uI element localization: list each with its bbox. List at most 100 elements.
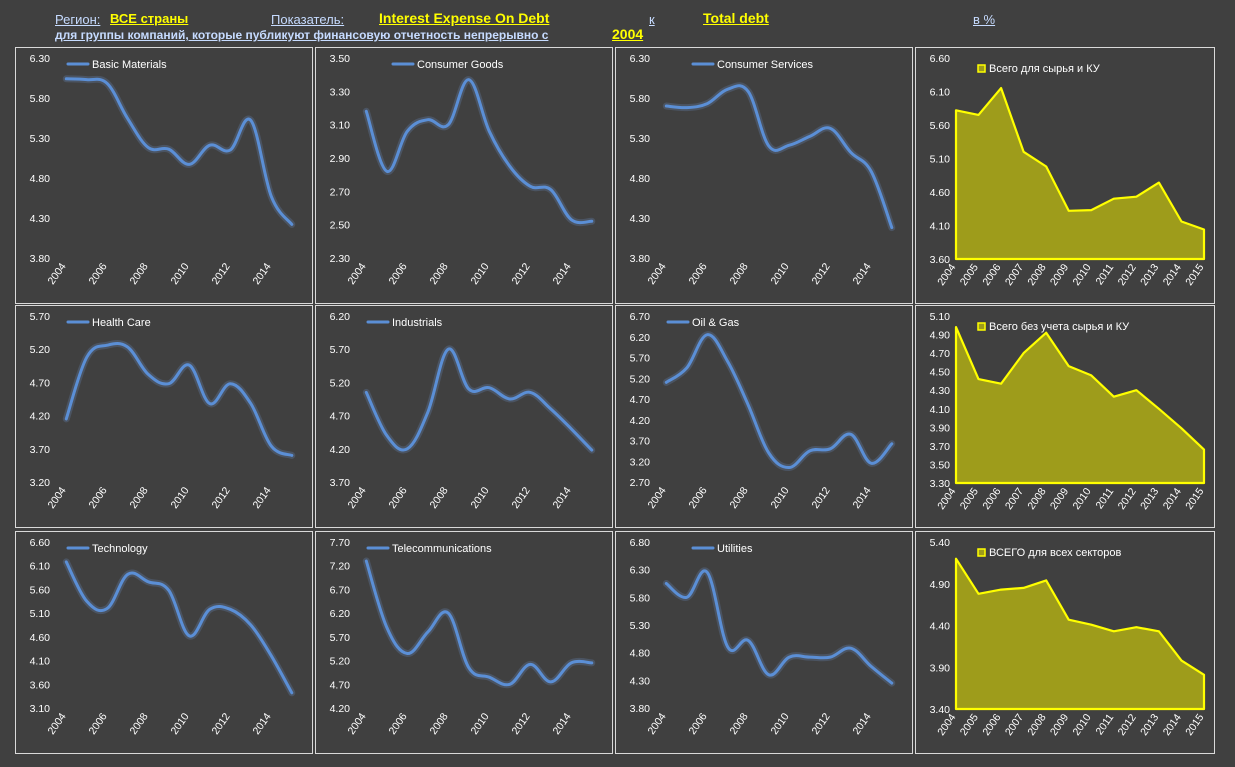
x-tick-label: 2012 [810,485,833,511]
line-series [364,347,594,452]
y-tick-label: 2.30 [330,253,351,265]
area-series [954,326,1206,485]
legend-label: Telecommunications [392,543,492,555]
chart-panel: 6.20 5.70 5.20 4.70 4.20 3.70 2004 2006 2008 2010… [315,305,613,528]
x-tick-label: 2012 [210,711,233,737]
chart-panel: 3.50 3.30 3.10 2.90 2.70 2.50 2.30 2004 2006 2008… [315,47,613,304]
chart-panel: 6.30 5.80 5.30 4.80 4.30 3.80 2004 2006 2008 2010… [615,47,913,304]
x-tick-label: 2010 [469,711,492,737]
chart-panel: 5.70 5.20 4.70 4.20 3.70 3.20 2004 2006 2008 2010… [15,305,313,528]
chart-panel: 5.40 4.90 4.40 3.90 3.40 2004 2005 2006 2007 2008… [915,531,1215,754]
y-tick-label: 6.30 [630,53,651,65]
x-tick-label: 2013 [1138,712,1161,738]
x-tick-label: 2006 [687,261,710,287]
y-tick-label: 4.80 [30,173,51,185]
legend: Telecommunications [366,543,492,555]
chart-panel: 5.10 4.90 4.70 4.50 4.30 4.10 3.90 3.70 3.50 3.30… [915,305,1215,528]
y-tick-label: 4.30 [630,213,651,225]
y-tick-label: 6.20 [330,608,351,620]
area-series [954,557,1206,711]
x-tick-label: 2006 [87,485,110,511]
x-tick-label: 2012 [1116,712,1139,738]
y-tick-label: 4.70 [630,394,651,406]
x-tick-label: 2012 [510,261,533,287]
series-glow [62,340,296,459]
indicator-label: Показатель: [271,12,345,27]
y-tick-label: 3.80 [630,703,651,715]
legend-label: Industrials [392,317,443,329]
x-tick-label: 2013 [1138,486,1161,512]
x-tick-label: 2010 [169,485,192,511]
x-tick-label: 2015 [1183,262,1206,288]
y-tick-label: 5.80 [630,93,651,105]
series-glow [62,75,296,228]
y-tick-label: 3.40 [930,704,951,716]
y-tick-label: 4.20 [630,415,651,427]
x-tick-label: 2014 [851,711,874,737]
y-tick-label: 2.70 [630,477,651,489]
x-tick-label: 2010 [469,261,492,287]
x-tick-label: 2010 [469,485,492,511]
y-tick-label: 5.20 [330,656,351,668]
legend: Utilities [691,543,753,555]
y-tick-label: 4.40 [930,621,951,633]
x-tick-label: 2012 [1116,486,1139,512]
y-tick-label: 3.20 [30,477,51,489]
x-tick-label: 2014 [251,485,274,511]
y-tick-label: 3.10 [330,120,351,132]
legend: Всего для сырья и КУ [977,63,1101,75]
region-value[interactable]: ВСЕ страны [110,11,189,26]
x-tick-label: 2007 [1003,486,1026,512]
start-year[interactable]: 2004 [612,26,644,42]
y-tick-label: 4.50 [930,367,951,379]
series-glow [362,345,596,454]
y-tick-label: 5.30 [630,133,651,145]
y-tick-label: 5.30 [30,133,51,145]
x-tick-label: 2012 [810,261,833,287]
y-tick-label: 5.20 [630,373,651,385]
legend-label: ВСЕГО для всех секторов [989,547,1122,559]
x-tick-label: 2008 [128,485,151,511]
x-tick-label: 2011 [1093,712,1116,738]
y-tick-label: 6.30 [30,53,51,65]
chart-panel: 6.60 6.10 5.60 5.10 4.60 4.10 3.60 2004 2005 2006… [915,47,1215,304]
x-tick-label: 2010 [769,261,792,287]
y-tick-label: 3.30 [930,478,951,490]
y-tick-label: 6.70 [330,584,351,596]
x-tick-label: 2011 [1093,486,1116,512]
y-tick-label: 3.60 [930,254,951,266]
x-tick-label: 2005 [958,712,981,738]
y-tick-label: 7.70 [330,537,351,549]
denominator-value[interactable]: Total debt [703,10,769,26]
y-tick-label: 4.10 [930,221,951,233]
x-tick-label: 2013 [1138,262,1161,288]
y-tick-label: 6.20 [630,332,651,344]
y-tick-label: 3.20 [630,456,651,468]
legend-label: Health Care [92,317,151,329]
y-tick-label: 5.20 [30,344,51,356]
y-tick-label: 4.20 [30,411,51,423]
line-series [664,333,894,470]
legend: Industrials [366,317,443,329]
y-tick-label: 4.90 [930,579,951,591]
x-tick-label: 2007 [1003,262,1026,288]
y-tick-label: 3.60 [30,679,51,691]
y-tick-label: 6.30 [630,565,651,577]
y-tick-label: 4.80 [630,648,651,660]
x-tick-label: 2009 [1048,486,1071,512]
legend-swatch [977,64,986,73]
indicator-value[interactable]: Interest Expense On Debt [379,10,550,26]
y-tick-label: 5.30 [630,620,651,632]
y-tick-label: 3.70 [630,436,651,448]
chart-panel: 7.70 7.20 6.70 6.20 5.70 5.20 4.70 4.20 2004 2006… [315,531,613,754]
legend-label: Basic Materials [92,59,167,71]
x-tick-label: 2009 [1048,712,1071,738]
series-glow [362,557,596,689]
legend-label: Consumer Services [717,59,813,71]
x-tick-label: 2014 [851,261,874,287]
y-tick-label: 5.70 [330,344,351,356]
x-tick-label: 2014 [551,485,574,511]
x-tick-label: 2009 [1048,262,1071,288]
legend-label: Всего без учета сырья и КУ [989,321,1130,333]
